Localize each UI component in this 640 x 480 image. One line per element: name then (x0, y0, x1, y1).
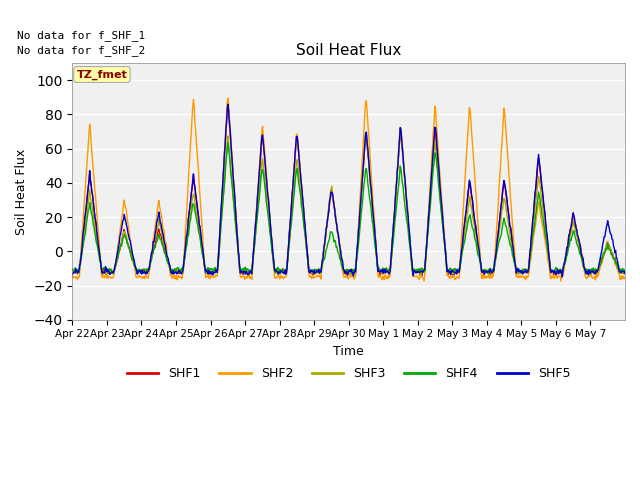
SHF1 (407, 253, 415, 259)
SHF4 (263, 204, 271, 209)
SHF4 (621, 267, 629, 273)
SHF2 (133, 275, 141, 281)
SHF2 (68, 272, 76, 277)
SHF4 (284, 257, 292, 263)
SHF3 (262, 192, 270, 197)
SHF1 (284, 251, 292, 257)
SHF2 (284, 256, 292, 262)
Text: No data for f_SHF_2: No data for f_SHF_2 (17, 45, 145, 56)
SHF3 (406, 243, 414, 249)
SHF1 (224, 101, 232, 107)
SHF1 (621, 269, 629, 275)
SHF4 (224, 139, 232, 145)
SHF3 (68, 271, 76, 277)
SHF1 (376, 273, 384, 278)
SHF4 (584, 271, 592, 277)
SHF1 (68, 266, 76, 272)
Line: SHF3: SHF3 (72, 132, 625, 276)
SHF4 (438, 209, 445, 215)
Line: SHF4: SHF4 (72, 142, 625, 274)
SHF1 (438, 210, 446, 216)
SHF5 (133, 271, 141, 277)
SHF1 (263, 181, 271, 187)
Y-axis label: Soil Heat Flux: Soil Heat Flux (15, 148, 28, 235)
SHF5 (621, 271, 629, 277)
SHF3 (621, 269, 629, 275)
SHF5 (559, 274, 566, 280)
Legend: SHF1, SHF2, SHF3, SHF4, SHF5: SHF1, SHF2, SHF3, SHF4, SHF5 (122, 362, 575, 385)
SHF3 (133, 269, 141, 275)
SHF4 (236, 263, 243, 269)
SHF5 (224, 101, 232, 107)
Text: TZ_fmet: TZ_fmet (77, 70, 127, 80)
SHF5 (68, 272, 76, 277)
SHF2 (557, 278, 564, 284)
SHF3 (235, 256, 243, 262)
Line: SHF5: SHF5 (72, 104, 625, 277)
SHF3 (397, 129, 404, 134)
SHF5 (263, 182, 271, 188)
SHF5 (236, 263, 243, 268)
SHF2 (438, 191, 445, 196)
SHF1 (133, 269, 141, 275)
SHF2 (236, 268, 243, 274)
SHF2 (406, 244, 414, 250)
SHF3 (416, 273, 424, 279)
SHF2 (621, 276, 629, 281)
Line: SHF1: SHF1 (72, 104, 625, 276)
Text: No data for f_SHF_1: No data for f_SHF_1 (17, 30, 145, 41)
Line: SHF2: SHF2 (72, 98, 625, 281)
Title: Soil Heat Flux: Soil Heat Flux (296, 43, 401, 58)
SHF4 (406, 246, 414, 252)
SHF2 (224, 96, 232, 101)
SHF2 (263, 178, 271, 183)
SHF5 (284, 252, 292, 258)
SHF5 (406, 242, 414, 248)
SHF4 (133, 268, 141, 274)
SHF1 (236, 264, 243, 270)
SHF5 (438, 197, 445, 203)
SHF3 (284, 263, 291, 269)
X-axis label: Time: Time (333, 345, 364, 358)
SHF4 (68, 266, 76, 272)
SHF3 (438, 212, 446, 218)
